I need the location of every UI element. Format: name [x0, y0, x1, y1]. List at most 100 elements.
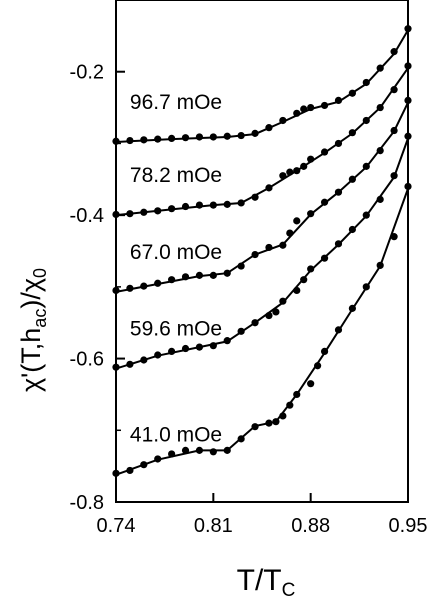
y-axis-title: χ'(T,hac)/χ0: [16, 268, 50, 392]
data-point: [390, 126, 398, 135]
data-point: [251, 250, 259, 259]
data-point: [195, 201, 204, 209]
data-point: [279, 241, 287, 249]
data-point: [195, 343, 204, 351]
data-point: [404, 132, 412, 140]
series-label: 67.0 mOe: [130, 241, 222, 264]
series-3: [112, 132, 412, 371]
data-point: [279, 172, 287, 180]
data-point: [126, 136, 134, 145]
data-point: [320, 101, 329, 110]
data-point: [272, 308, 280, 316]
data-point: [293, 390, 301, 399]
data-point: [112, 210, 120, 219]
data-point: [334, 139, 343, 148]
data-point: [348, 89, 356, 97]
data-point: [251, 129, 259, 137]
data-point: [362, 162, 370, 170]
data-point: [126, 360, 134, 368]
data-point: [154, 135, 162, 143]
data-point: [390, 86, 398, 94]
data-point: [265, 124, 273, 132]
data-point: [195, 446, 204, 454]
plot-frame: [115, 0, 409, 503]
series-label: 41.0 mOe: [130, 424, 222, 447]
data-point: [300, 276, 308, 284]
data-point: [223, 200, 231, 208]
data-point: [334, 240, 343, 248]
data-point: [265, 243, 273, 252]
y-axis-ticks: -0.8 -0.6 -0.4 -0.2: [70, 62, 125, 514]
data-point: [223, 269, 231, 277]
y-tick-label: -0.6: [70, 349, 104, 371]
data-point: [307, 155, 315, 163]
data-point: [404, 62, 412, 70]
data-point: [237, 327, 245, 335]
data-point: [390, 48, 398, 56]
data-point: [181, 273, 190, 281]
data-point: [223, 337, 231, 345]
x-tick-label: 0.81: [194, 515, 233, 537]
data-point: [390, 233, 398, 241]
data-point: [390, 172, 398, 180]
data-point: [209, 201, 217, 209]
data-point: [168, 450, 176, 458]
data-point: [404, 25, 412, 33]
data-point: [300, 162, 308, 170]
data-point: [348, 129, 356, 137]
data-point: [181, 134, 190, 142]
data-point: [251, 193, 259, 201]
data-point: [286, 168, 294, 176]
data-point: [154, 455, 162, 463]
data-point: [348, 225, 356, 234]
data-point: [126, 284, 134, 292]
data-point: [348, 175, 356, 183]
data-point: [300, 105, 308, 113]
series-0: [112, 25, 412, 145]
data-point: [293, 167, 301, 175]
data-point: [293, 109, 301, 117]
data-point: [237, 131, 245, 140]
y-tick-label: -0.4: [70, 205, 104, 227]
data-point: [209, 448, 217, 456]
data-point: [293, 217, 301, 225]
data-point: [140, 356, 148, 364]
data-point: [251, 423, 259, 431]
series-layer: [112, 25, 412, 477]
series-label: 59.6 mOe: [130, 318, 222, 341]
data-point: [209, 271, 217, 279]
data-point: [293, 286, 301, 295]
data-point: [279, 412, 287, 420]
data-point: [376, 64, 384, 72]
data-point: [140, 282, 148, 290]
data-point: [237, 262, 245, 270]
data-point: [251, 319, 259, 327]
data-point: [314, 362, 322, 370]
data-point: [237, 435, 245, 443]
data-point: [112, 286, 120, 295]
data-point: [404, 182, 412, 191]
y-tick-label: -0.8: [70, 492, 104, 514]
data-point: [168, 276, 176, 284]
data-point: [140, 461, 148, 469]
series-4: [112, 182, 412, 477]
data-point: [320, 198, 329, 206]
data-point: [209, 133, 217, 141]
data-point: [376, 103, 384, 112]
data-point: [195, 133, 204, 141]
x-tick-label: 0.88: [291, 515, 330, 537]
data-point: [181, 344, 190, 353]
data-point: [362, 283, 370, 291]
data-point: [286, 229, 294, 237]
data-point: [112, 363, 120, 371]
data-point: [307, 103, 315, 112]
data-point: [320, 254, 329, 262]
data-point: [320, 347, 329, 355]
data-point: [140, 208, 148, 216]
data-point: [181, 446, 190, 454]
data-point: [404, 96, 412, 104]
series-1: [112, 62, 412, 219]
data-point: [140, 136, 148, 144]
x-tick-label: 0.74: [97, 515, 136, 537]
data-point: [334, 188, 343, 196]
